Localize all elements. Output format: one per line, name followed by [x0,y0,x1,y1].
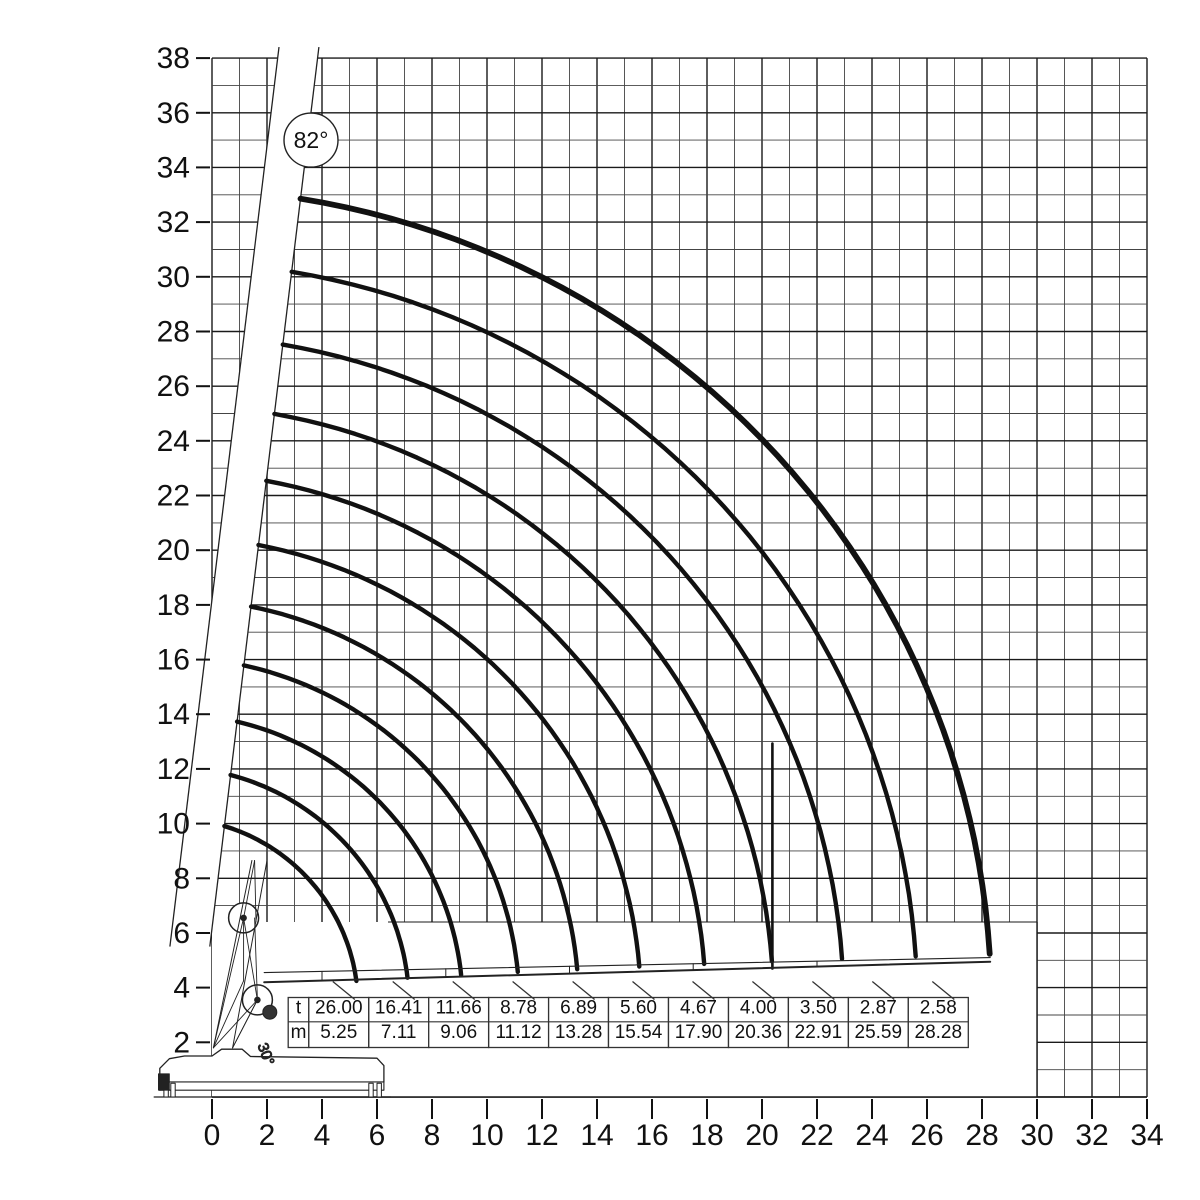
svg-text:13.28: 13.28 [555,1022,603,1043]
svg-text:10: 10 [470,1119,503,1152]
svg-text:8: 8 [424,1119,441,1152]
svg-text:10: 10 [157,808,190,841]
svg-text:5.60: 5.60 [620,998,657,1019]
svg-text:4: 4 [173,972,190,1005]
svg-text:2.87: 2.87 [860,998,897,1019]
svg-text:6.89: 6.89 [560,998,597,1019]
svg-text:16: 16 [635,1119,668,1152]
svg-text:22.91: 22.91 [795,1022,843,1043]
svg-text:m: m [291,1022,307,1043]
svg-text:15.54: 15.54 [615,1022,663,1043]
svg-text:26: 26 [157,370,190,403]
svg-text:32: 32 [157,206,190,239]
svg-text:18: 18 [690,1119,723,1152]
svg-text:22: 22 [157,480,190,513]
svg-text:26.00: 26.00 [315,998,363,1019]
svg-text:16: 16 [157,644,190,677]
svg-text:24: 24 [157,425,190,458]
svg-text:16.41: 16.41 [375,998,423,1019]
svg-text:0: 0 [204,1119,221,1152]
svg-text:7.11: 7.11 [381,1022,417,1043]
svg-text:9.06: 9.06 [440,1022,477,1043]
svg-text:14: 14 [157,698,190,731]
svg-text:6: 6 [369,1119,386,1152]
svg-text:34: 34 [157,151,190,184]
svg-text:14: 14 [580,1119,613,1152]
svg-text:4.67: 4.67 [680,998,717,1019]
svg-text:30: 30 [1020,1119,1053,1152]
svg-text:20: 20 [157,534,190,567]
svg-text:18: 18 [157,589,190,622]
svg-text:20: 20 [745,1119,778,1152]
svg-text:28: 28 [157,316,190,349]
svg-text:12: 12 [157,753,190,786]
svg-text:24: 24 [855,1119,888,1152]
svg-text:28.28: 28.28 [915,1022,963,1043]
svg-text:2: 2 [259,1119,276,1152]
svg-text:25.59: 25.59 [855,1022,903,1043]
svg-text:26: 26 [910,1119,943,1152]
svg-text:11.66: 11.66 [436,998,482,1019]
svg-text:17.90: 17.90 [675,1022,723,1043]
svg-text:8.78: 8.78 [500,998,537,1019]
svg-text:38: 38 [157,42,190,75]
svg-text:4: 4 [314,1119,331,1152]
svg-text:22: 22 [800,1119,833,1152]
svg-text:82°: 82° [294,127,329,153]
svg-text:4.00: 4.00 [740,998,777,1019]
svg-text:5.25: 5.25 [320,1022,357,1043]
svg-text:30: 30 [157,261,190,294]
svg-text:20.36: 20.36 [735,1022,783,1043]
svg-text:2.58: 2.58 [920,998,957,1019]
svg-text:32: 32 [1075,1119,1108,1152]
svg-text:8: 8 [173,862,190,895]
svg-text:36: 36 [157,97,190,130]
svg-text:34: 34 [1130,1119,1163,1152]
svg-text:28: 28 [965,1119,998,1152]
svg-text:3.50: 3.50 [800,998,837,1019]
svg-text:12: 12 [525,1119,558,1152]
svg-text:11.12: 11.12 [496,1022,542,1043]
svg-text:t: t [296,998,302,1019]
svg-text:2: 2 [173,1026,190,1059]
svg-text:6: 6 [173,917,190,950]
